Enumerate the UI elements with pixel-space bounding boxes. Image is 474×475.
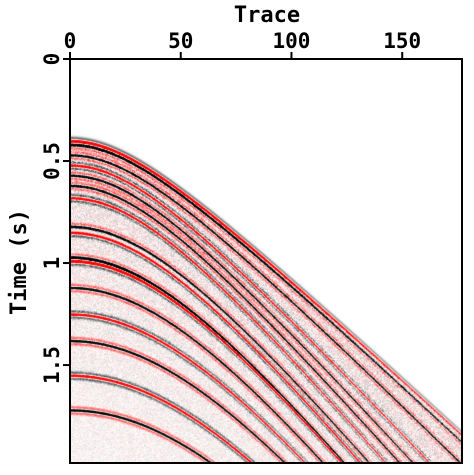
x-axis-ticks: 0 50 100 150	[64, 29, 421, 59]
x-axis-title: Trace	[234, 3, 300, 28]
y-tick-label: 0.5	[40, 142, 64, 180]
x-tick-label: 150	[383, 29, 421, 53]
plot-frame	[69, 58, 463, 464]
y-tick-label: 1	[40, 257, 64, 270]
y-tick-label: 0	[40, 53, 64, 66]
y-tick-label: 1.5	[40, 346, 64, 384]
x-tick-label: 0	[64, 29, 77, 53]
y-axis-ticks: 0 0.5 1 1.5	[40, 53, 70, 384]
x-tick-label: 100	[273, 29, 311, 53]
x-tick-label: 50	[168, 29, 193, 53]
y-axis-title: Time (s)	[7, 209, 32, 315]
seismic-section	[70, 59, 462, 463]
